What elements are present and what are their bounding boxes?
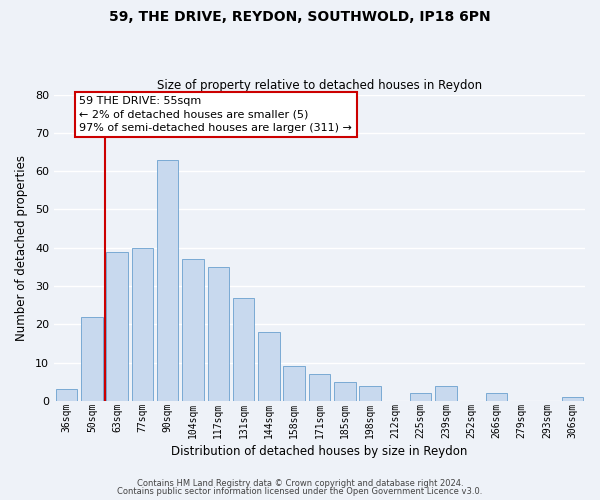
Text: 59, THE DRIVE, REYDON, SOUTHWOLD, IP18 6PN: 59, THE DRIVE, REYDON, SOUTHWOLD, IP18 6…: [109, 10, 491, 24]
Bar: [258, 332, 280, 401]
Bar: [309, 374, 330, 401]
Bar: [131, 248, 153, 401]
Text: Contains HM Land Registry data © Crown copyright and database right 2024.: Contains HM Land Registry data © Crown c…: [137, 478, 463, 488]
Text: 59 THE DRIVE: 55sqm
← 2% of detached houses are smaller (5)
97% of semi-detached: 59 THE DRIVE: 55sqm ← 2% of detached hou…: [79, 96, 352, 133]
Bar: [562, 397, 583, 401]
Bar: [208, 267, 229, 401]
Bar: [334, 382, 356, 401]
Bar: [106, 252, 128, 401]
Text: Contains public sector information licensed under the Open Government Licence v3: Contains public sector information licen…: [118, 487, 482, 496]
Bar: [81, 316, 103, 401]
Title: Size of property relative to detached houses in Reydon: Size of property relative to detached ho…: [157, 79, 482, 92]
Bar: [359, 386, 381, 401]
Bar: [486, 394, 507, 401]
Bar: [435, 386, 457, 401]
Bar: [56, 390, 77, 401]
Bar: [157, 160, 178, 401]
X-axis label: Distribution of detached houses by size in Reydon: Distribution of detached houses by size …: [171, 444, 467, 458]
Bar: [283, 366, 305, 401]
Bar: [410, 394, 431, 401]
Bar: [182, 259, 204, 401]
Y-axis label: Number of detached properties: Number of detached properties: [15, 154, 28, 340]
Bar: [233, 298, 254, 401]
